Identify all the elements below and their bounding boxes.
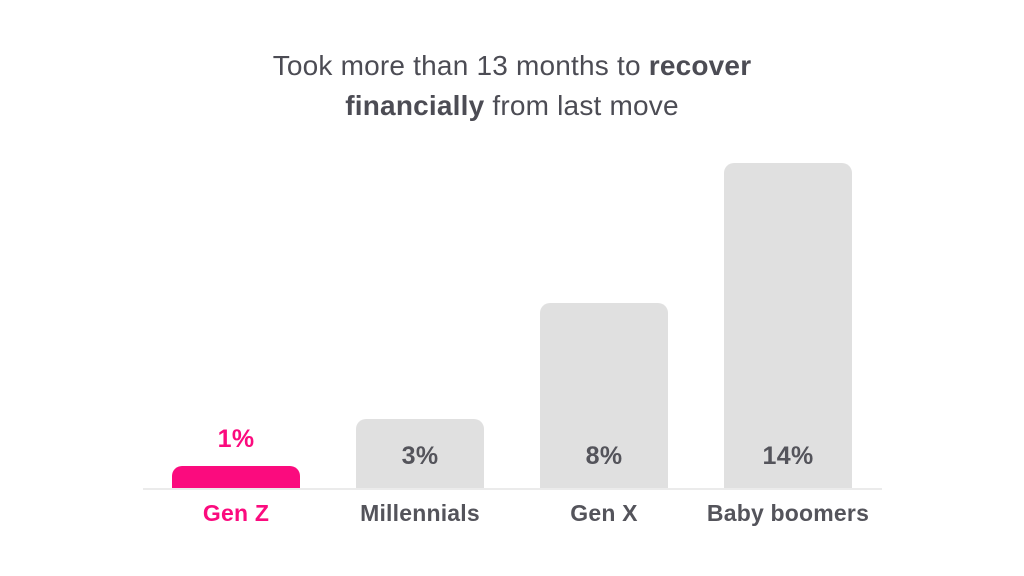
bar-value-label: 1% xyxy=(217,425,255,453)
chart-title-line-2: financially from last move xyxy=(0,86,1024,126)
bar-millennials xyxy=(356,419,484,489)
plot-area: 1% Gen Z 3% Millennials 8% Gen X 14% Bab… xyxy=(144,0,880,526)
bar-category-label: Baby boomers xyxy=(706,500,870,526)
title-segment-bold: recover xyxy=(648,50,752,81)
chart-title: Took more than 13 months to recover fina… xyxy=(0,46,1024,126)
bar-gen-x xyxy=(540,303,668,489)
title-segment: from last move xyxy=(484,90,679,121)
title-segment: Took more than 13 months to xyxy=(272,50,649,81)
title-segment-bold: financially xyxy=(345,90,485,121)
bar-gen-z xyxy=(172,466,300,489)
x-axis-line xyxy=(143,488,882,490)
bar-value-label: 14% xyxy=(762,442,814,470)
bar-group-millennials: 3% Millennials xyxy=(328,0,512,526)
bar-value-label: 3% xyxy=(401,442,439,470)
bar-group-baby-boomers: 14% Baby boomers xyxy=(696,0,880,526)
bar-group-gen-z: 1% Gen Z xyxy=(144,0,328,526)
bar-category-label: Millennials xyxy=(360,500,480,526)
bar-category-label: Gen Z xyxy=(202,500,270,526)
chart-title-line-1: Took more than 13 months to recover xyxy=(0,46,1024,86)
bar-group-gen-x: 8% Gen X xyxy=(512,0,696,526)
bar-value-label: 8% xyxy=(585,442,623,470)
bar-baby-boomers xyxy=(724,163,852,489)
bar-category-label: Gen X xyxy=(570,500,638,526)
